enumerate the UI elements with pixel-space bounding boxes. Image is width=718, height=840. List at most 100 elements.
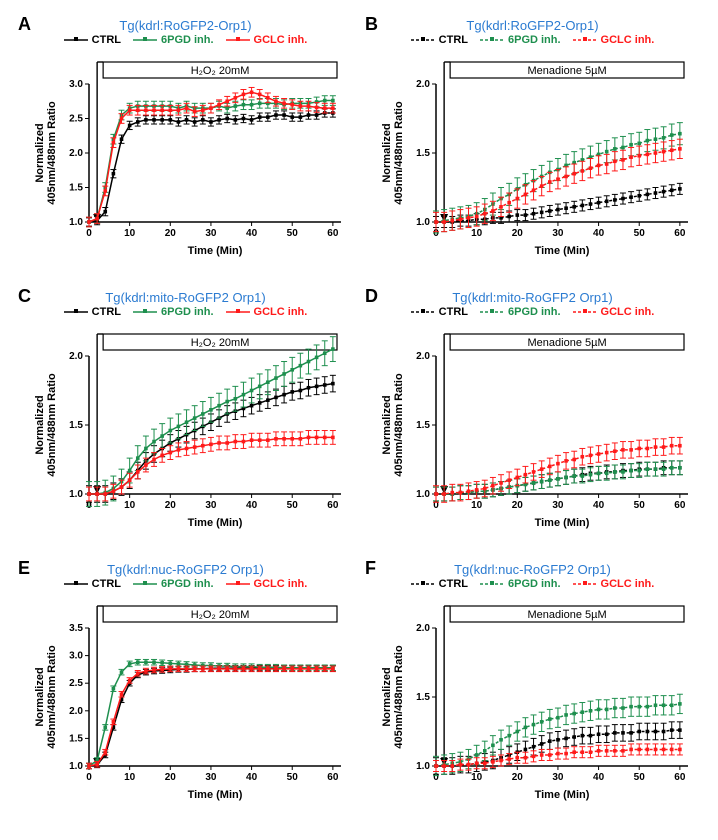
svg-text:2.0: 2.0 [69, 148, 83, 159]
svg-text:1.5: 1.5 [416, 148, 430, 159]
legend: CTRL6PGD inh.GCLC inh. [16, 578, 355, 592]
treatment-label: H₂O₂ 20mM [190, 65, 249, 77]
legend-item-ctrl: CTRL [64, 306, 121, 318]
legend-label: CTRL [92, 306, 121, 318]
legend: CTRL 6PGD inh. GCLC inh. [16, 34, 355, 48]
treatment-label: Menadione 5µM [527, 65, 606, 77]
series-pgd [89, 662, 333, 766]
x-axis-label: Time (Min) [187, 245, 242, 257]
svg-text:50: 50 [286, 228, 298, 239]
y-axis-label-2: 405nm/488nm Ratio [393, 645, 405, 749]
legend-label: CTRL [439, 34, 468, 46]
svg-text:2.5: 2.5 [69, 678, 83, 689]
svg-text:50: 50 [633, 228, 645, 239]
x-axis-label: Time (Min) [187, 789, 242, 801]
panel-title: Tg(kdrl:RoGFP2-Orp1) [363, 18, 702, 33]
panel-B: BTg(kdrl:RoGFP2-Orp1)CTRL 6PGD inh. GCLC i… [359, 12, 706, 284]
y-axis-label-2: 405nm/488nm Ratio [46, 645, 58, 749]
svg-text:1.0: 1.0 [416, 489, 430, 500]
svg-text:10: 10 [124, 772, 136, 783]
panel-letter: F [365, 558, 376, 579]
legend-item-ctrl: CTRL [411, 578, 468, 590]
legend: CTRL 6PGD inh. GCLC inh. [363, 578, 702, 592]
y-axis-label-2: 405nm/488nm Ratio [46, 101, 58, 205]
x-axis-label: Time (Min) [534, 789, 589, 801]
svg-text:2.0: 2.0 [69, 706, 83, 717]
legend-label: 6PGD inh. [161, 578, 214, 590]
svg-text:40: 40 [246, 772, 258, 783]
panel-letter: B [365, 14, 378, 35]
legend-label: GCLC inh. [601, 578, 655, 590]
x-axis-label: Time (Min) [187, 517, 242, 529]
panel-title: Tg(kdrl:mito-RoGFP2 Orp1) [16, 290, 355, 305]
legend-item-gclc: GCLC inh. [226, 34, 308, 46]
svg-text:10: 10 [471, 228, 483, 239]
x-axis-label: Time (Min) [534, 245, 589, 257]
legend-label: CTRL [92, 34, 121, 46]
panel-letter: A [18, 14, 31, 35]
svg-text:1.0: 1.0 [69, 761, 83, 772]
legend-label: GCLC inh. [254, 34, 308, 46]
svg-text:40: 40 [246, 500, 258, 511]
figure-grid: ATg(kdrl:RoGFP2-Orp1)CTRL6PGD inh.GCLC i… [12, 12, 706, 828]
svg-text:30: 30 [552, 772, 564, 783]
legend-item-pgd: 6PGD inh. [133, 34, 214, 46]
svg-text:40: 40 [593, 500, 605, 511]
y-axis-label-1: Normalized [381, 395, 393, 454]
svg-text:1.5: 1.5 [69, 183, 83, 194]
svg-text:0: 0 [86, 772, 92, 783]
chart: 01020304050601.01.52.0Time (Min)Normaliz… [21, 322, 351, 532]
svg-text:1.5: 1.5 [69, 420, 83, 431]
series-gclc [89, 669, 333, 766]
svg-text:20: 20 [511, 500, 523, 511]
svg-text:30: 30 [205, 772, 217, 783]
svg-text:30: 30 [205, 228, 217, 239]
legend-item-gclc: GCLC inh. [573, 306, 655, 318]
svg-text:2.5: 2.5 [69, 114, 83, 125]
y-axis-label-1: Normalized [34, 395, 46, 454]
legend-item-ctrl: CTRL [64, 578, 121, 590]
legend-label: 6PGD inh. [508, 34, 561, 46]
legend-label: 6PGD inh. [161, 306, 214, 318]
svg-text:1.5: 1.5 [69, 733, 83, 744]
legend-item-ctrl: CTRL [411, 34, 468, 46]
svg-text:1.0: 1.0 [416, 217, 430, 228]
svg-text:10: 10 [124, 500, 136, 511]
treatment-label: Menadione 5µM [527, 609, 606, 621]
svg-text:30: 30 [205, 500, 217, 511]
svg-text:10: 10 [124, 228, 136, 239]
legend-label: 6PGD inh. [508, 306, 561, 318]
svg-text:30: 30 [552, 228, 564, 239]
panel-title: Tg(kdrl:nuc-RoGFP2 Orp1) [363, 562, 702, 577]
svg-text:3.5: 3.5 [69, 623, 83, 634]
panel-A: ATg(kdrl:RoGFP2-Orp1)CTRL6PGD inh.GCLC i… [12, 12, 359, 284]
panel-letter: D [365, 286, 378, 307]
legend-item-ctrl: CTRL [64, 34, 121, 46]
svg-text:20: 20 [164, 500, 176, 511]
chart: 01020304050601.01.52.0Time (Min)Normaliz… [368, 50, 698, 260]
series-ctrl [89, 668, 333, 766]
legend-label: GCLC inh. [601, 306, 655, 318]
svg-text:60: 60 [327, 500, 339, 511]
svg-text:20: 20 [511, 772, 523, 783]
chart: 01020304050601.01.52.0Time (Min)Normaliz… [368, 322, 698, 532]
svg-text:60: 60 [327, 228, 339, 239]
legend: CTRL 6PGD inh. GCLC inh. [363, 306, 702, 320]
legend: CTRL 6PGD inh. GCLC inh. [16, 306, 355, 320]
svg-text:2.0: 2.0 [416, 351, 430, 362]
legend-label: GCLC inh. [601, 34, 655, 46]
panel-D: DTg(kdrl:mito-RoGFP2 Orp1)CTRL6PGD inh.G… [359, 284, 706, 556]
legend-label: CTRL [439, 578, 468, 590]
panel-E: ETg(kdrl:nuc-RoGFP2 Orp1)CTRL6PGD inh.GC… [12, 556, 359, 828]
svg-text:2.0: 2.0 [69, 351, 83, 362]
y-axis-label-1: Normalized [381, 667, 393, 726]
y-axis-label-1: Normalized [34, 667, 46, 726]
legend-item-gclc: GCLC inh. [226, 306, 308, 318]
legend-item-pgd: 6PGD inh. [480, 578, 561, 590]
panel-C: CTg(kdrl:mito-RoGFP2 Orp1)CTRL6PGD inh.G… [12, 284, 359, 556]
legend-item-pgd: 6PGD inh. [133, 578, 214, 590]
y-axis-label-1: Normalized [34, 123, 46, 182]
panel-title: Tg(kdrl:nuc-RoGFP2 Orp1) [16, 562, 355, 577]
svg-text:50: 50 [633, 500, 645, 511]
legend-item-ctrl: CTRL [411, 306, 468, 318]
